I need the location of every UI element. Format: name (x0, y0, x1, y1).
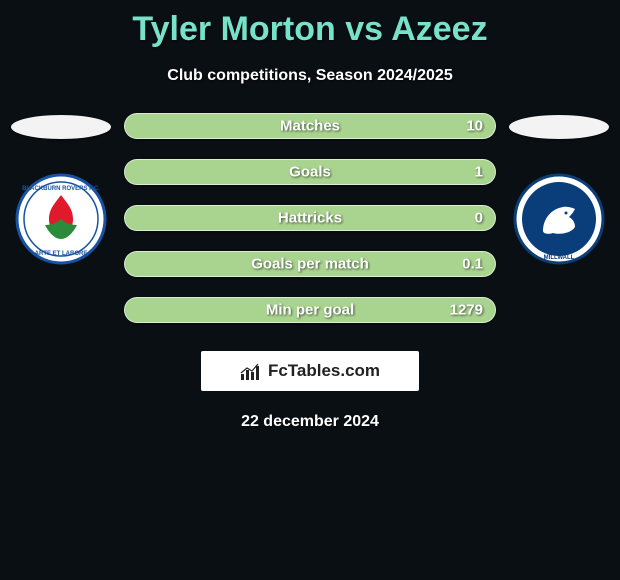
stat-label: Goals (125, 164, 495, 181)
stat-fill (125, 206, 495, 230)
blackburn-crest-icon: BLACKBURN ROVERS F.C. ARTE ET LABORE (15, 173, 107, 265)
date-line: 22 december 2024 (0, 413, 620, 431)
stat-value-right: 1 (475, 164, 483, 181)
comparison-row: BLACKBURN ROVERS F.C. ARTE ET LABORE Mat… (0, 113, 620, 323)
left-club-crest: BLACKBURN ROVERS F.C. ARTE ET LABORE (15, 173, 107, 270)
stat-label: Hattricks (125, 210, 495, 227)
stat-fill (125, 160, 495, 184)
bar-chart-icon (240, 363, 262, 381)
stat-bar-hattricks: Hattricks0 (124, 205, 496, 231)
subtitle: Club competitions, Season 2024/2025 (0, 67, 620, 85)
svg-text:ARTE ET LABORE: ARTE ET LABORE (35, 251, 88, 257)
page-title: Tyler Morton vs Azeez (0, 0, 620, 49)
stat-fill (125, 298, 495, 322)
brand-label: FcTables.com (268, 361, 380, 381)
stat-value-right: 0 (475, 210, 483, 227)
stat-value-right: 0.1 (462, 256, 483, 273)
stat-value-right: 1279 (450, 302, 483, 319)
stat-value-right: 10 (466, 118, 483, 135)
stat-label: Min per goal (125, 302, 495, 319)
stat-fill (125, 114, 495, 138)
left-player-col: BLACKBURN ROVERS F.C. ARTE ET LABORE (6, 113, 116, 270)
stat-fill (125, 252, 495, 276)
stats-column: Matches10Goals1Hattricks0Goals per match… (116, 113, 504, 323)
stat-label: Matches (125, 118, 495, 135)
right-player-col: MILLWALL (504, 113, 614, 270)
brand-watermark: FcTables.com (201, 351, 419, 391)
millwall-crest-icon: MILLWALL (513, 173, 605, 265)
stat-bar-min-per-goal: Min per goal1279 (124, 297, 496, 323)
left-player-photo-placeholder (11, 115, 111, 139)
right-player-photo-placeholder (509, 115, 609, 139)
stat-bar-matches: Matches10 (124, 113, 496, 139)
svg-text:BLACKBURN ROVERS F.C.: BLACKBURN ROVERS F.C. (22, 186, 100, 192)
stat-bar-goals: Goals1 (124, 159, 496, 185)
stat-label: Goals per match (125, 256, 495, 273)
stat-bar-goals-per-match: Goals per match0.1 (124, 251, 496, 277)
svg-text:MILLWALL: MILLWALL (544, 255, 575, 261)
right-club-crest: MILLWALL (513, 173, 605, 270)
